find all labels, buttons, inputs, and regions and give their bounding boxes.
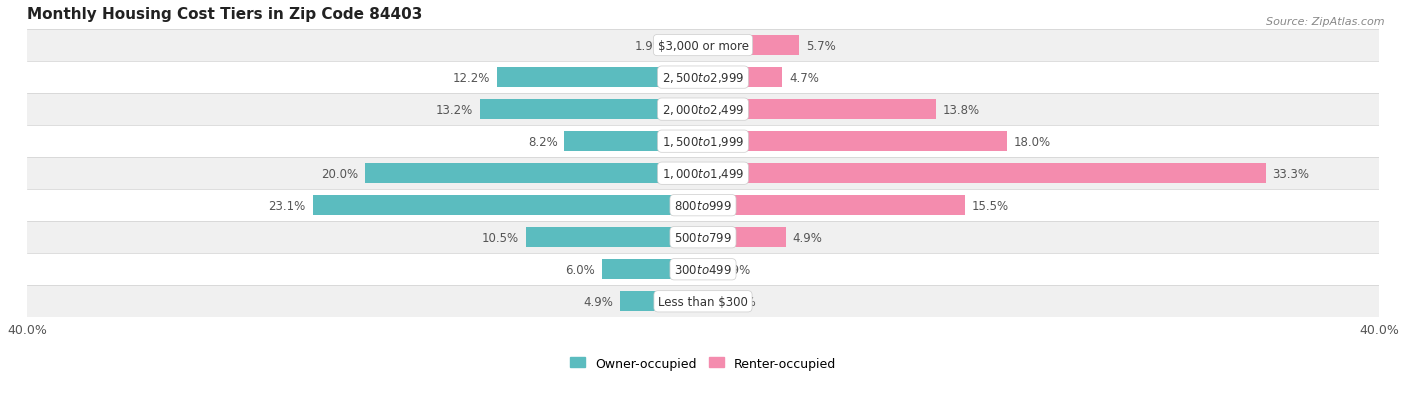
Text: $2,000 to $2,499: $2,000 to $2,499 xyxy=(662,103,744,117)
Text: 12.2%: 12.2% xyxy=(453,71,491,84)
Text: 8.2%: 8.2% xyxy=(527,135,558,148)
Text: 15.5%: 15.5% xyxy=(972,199,1010,212)
Bar xyxy=(703,36,800,56)
FancyBboxPatch shape xyxy=(27,126,1379,158)
Bar xyxy=(526,228,703,247)
Bar xyxy=(479,100,703,120)
Text: 1.0%: 1.0% xyxy=(727,295,756,308)
Text: 20.0%: 20.0% xyxy=(321,167,359,180)
Text: 10.5%: 10.5% xyxy=(482,231,519,244)
Text: 0.19%: 0.19% xyxy=(713,263,751,276)
Bar xyxy=(703,68,783,88)
Text: 33.3%: 33.3% xyxy=(1272,167,1309,180)
Text: 4.9%: 4.9% xyxy=(793,231,823,244)
FancyBboxPatch shape xyxy=(27,190,1379,222)
Text: $2,500 to $2,999: $2,500 to $2,999 xyxy=(662,71,744,85)
Text: 1.9%: 1.9% xyxy=(634,40,664,52)
FancyBboxPatch shape xyxy=(27,62,1379,94)
FancyBboxPatch shape xyxy=(27,254,1379,286)
FancyBboxPatch shape xyxy=(27,94,1379,126)
Bar xyxy=(703,260,706,280)
Bar xyxy=(312,196,703,216)
FancyBboxPatch shape xyxy=(27,30,1379,62)
Text: 4.9%: 4.9% xyxy=(583,295,613,308)
Bar xyxy=(671,36,703,56)
Text: Source: ZipAtlas.com: Source: ZipAtlas.com xyxy=(1267,17,1385,26)
Text: 23.1%: 23.1% xyxy=(269,199,305,212)
Text: $500 to $799: $500 to $799 xyxy=(673,231,733,244)
Bar xyxy=(496,68,703,88)
Text: 18.0%: 18.0% xyxy=(1014,135,1052,148)
Text: 13.2%: 13.2% xyxy=(436,103,474,116)
Bar xyxy=(620,292,703,311)
Legend: Owner-occupied, Renter-occupied: Owner-occupied, Renter-occupied xyxy=(565,351,841,375)
Text: 13.8%: 13.8% xyxy=(943,103,980,116)
FancyBboxPatch shape xyxy=(27,158,1379,190)
FancyBboxPatch shape xyxy=(27,222,1379,254)
Text: $1,500 to $1,999: $1,500 to $1,999 xyxy=(662,135,744,149)
Text: $300 to $499: $300 to $499 xyxy=(673,263,733,276)
FancyBboxPatch shape xyxy=(27,286,1379,318)
Bar xyxy=(564,132,703,152)
Bar xyxy=(703,164,1265,184)
Text: 5.7%: 5.7% xyxy=(806,40,835,52)
Text: $1,000 to $1,499: $1,000 to $1,499 xyxy=(662,167,744,181)
Text: 4.7%: 4.7% xyxy=(789,71,820,84)
Text: $3,000 or more: $3,000 or more xyxy=(658,40,748,52)
Bar xyxy=(602,260,703,280)
Bar xyxy=(703,196,965,216)
Text: Less than $300: Less than $300 xyxy=(658,295,748,308)
Text: $800 to $999: $800 to $999 xyxy=(673,199,733,212)
Bar xyxy=(703,132,1007,152)
Bar xyxy=(366,164,703,184)
Bar xyxy=(703,228,786,247)
Bar xyxy=(703,292,720,311)
Text: 6.0%: 6.0% xyxy=(565,263,595,276)
Bar xyxy=(703,100,936,120)
Text: Monthly Housing Cost Tiers in Zip Code 84403: Monthly Housing Cost Tiers in Zip Code 8… xyxy=(27,7,422,22)
